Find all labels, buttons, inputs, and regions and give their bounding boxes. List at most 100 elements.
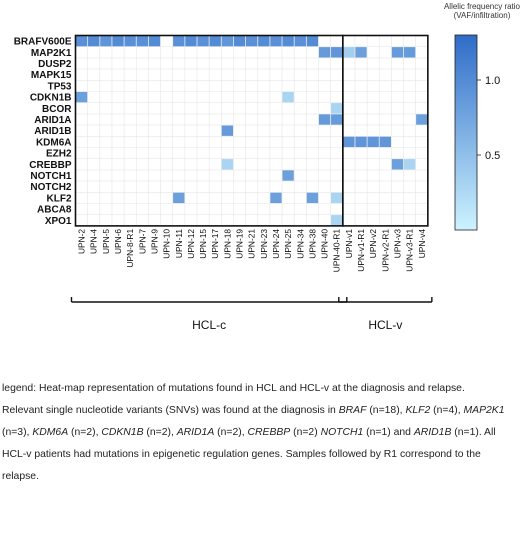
heatmap-cell (88, 35, 100, 47)
sample-labels: UPN-2 UPN-4 UPN-5 UPN-6 UPN-8-R1 UPN-7 UPN-9 UP… (77, 229, 427, 273)
gene-label: CDKN1B (30, 93, 72, 104)
heatmap-cell (306, 192, 319, 204)
sample-label: UPN-40-R1 (332, 229, 342, 273)
caption-gene-count: (n=3), (2, 427, 33, 438)
gene-label: DUSP2 (38, 59, 72, 70)
sample-label: UPN-23 (259, 229, 269, 259)
heatmap-grid (75, 35, 429, 227)
sample-label: UPN-19 (235, 229, 245, 259)
group-label: HCL-c (192, 318, 226, 332)
sample-label: UPN-18 (222, 229, 232, 259)
heatmap-cell (221, 35, 234, 47)
gene-label: CREBBP (29, 160, 72, 171)
caption-legend-line: legend: Heat-map representation of mutat… (2, 383, 465, 394)
heatmap-cell (379, 136, 391, 148)
heatmap-cell (367, 136, 379, 148)
heatmap-cell (173, 35, 185, 47)
caption-gene-name: CDKN1B (101, 427, 144, 438)
gene-label: NOTCH2 (30, 182, 72, 193)
group-frames (74, 34, 429, 227)
heatmap-cell (75, 35, 88, 47)
colorbar: 1.0 0.5 Allelic frequency ratio(VAF/infilt… (444, 2, 520, 231)
heatmap-cell (246, 35, 258, 47)
gene-label: BCOR (42, 104, 72, 115)
sample-label: UPN-v2 (368, 229, 378, 259)
gene-label: XPO1 (45, 216, 72, 227)
sample-label: UPN-4 (89, 229, 99, 254)
sample-label: UPN-21 (247, 229, 257, 259)
heatmap-cell (148, 35, 161, 47)
figure-caption: legend: Heat-map representation of mutat… (2, 378, 518, 488)
caption-gene-count: (n=1). (451, 427, 485, 438)
caption-gene-count: (n=18), (366, 405, 406, 416)
caption-snv-tail: All HCL-v patients had mutations in epig… (2, 427, 496, 482)
colorbar-tick-label: 0.5 (485, 150, 500, 162)
heatmap-cells (75, 35, 428, 226)
heatmap-cell (75, 91, 88, 103)
sample-label: UPN-34 (295, 229, 305, 259)
group-frame (341, 34, 429, 227)
sample-label: UPN-11 (174, 229, 184, 259)
caption-gene-name: ARID1A (176, 427, 215, 438)
sample-label: UPN-38 (307, 229, 317, 259)
gene-label: TP53 (48, 81, 72, 92)
heatmap-cell (403, 47, 416, 58)
heatmap-cell (318, 114, 331, 125)
heatmap-cell (306, 35, 319, 47)
heatmap-cell (403, 159, 416, 170)
heatmap-cell (197, 35, 209, 47)
heatmap-cell (100, 35, 112, 47)
heatmap-chart: BRAFV600EMAP2K1DUSP2MAPK15TP53CDKN1BBCOR… (14, 2, 520, 332)
caption-gene-count: (n=2), (214, 427, 248, 438)
caption-gene-count: (n=1) and (363, 427, 414, 438)
heatmap-cell (331, 47, 343, 58)
heatmap-cell (355, 47, 367, 58)
heatmap-cell (355, 136, 367, 148)
gene-label: NOTCH1 (30, 171, 72, 182)
sample-label: UPN-v3-R1 (405, 229, 415, 272)
gene-label: KDM6A (36, 137, 72, 148)
gene-label: ARID1A (34, 115, 71, 126)
sample-label: UPN-24 (271, 229, 281, 259)
caption-gene-name: NOTCH1 (320, 427, 364, 438)
gene-label: BRAFV600E (14, 37, 72, 48)
caption-snv-paragraph: Relevant single nucleotide variants (SNV… (2, 400, 518, 488)
heatmap-cell (270, 35, 282, 47)
heatmap-cell (173, 192, 185, 204)
sample-label: UPN-7 (137, 229, 147, 254)
heatmap-cell (331, 103, 343, 114)
heatmap-cell (258, 35, 270, 47)
gene-label: ARID1B (34, 126, 71, 137)
caption-gene-count: (n=2) (290, 427, 321, 438)
caption-gene-name: MAP2K1 (463, 405, 505, 416)
caption-gene-count: (n=2), (143, 427, 177, 438)
heatmap-cell (221, 159, 234, 170)
sample-label: UPN-15 (198, 229, 208, 259)
caption-snv-items: BRAF (n=18), KLF2 (n=4), MAP2K1 (n=3), K… (2, 405, 505, 438)
heatmap-cell (185, 35, 197, 47)
caption-gene-name: BRAF (338, 405, 367, 416)
heatmap-cell (343, 136, 355, 148)
colorbar-title: Allelic frequency ratio (444, 2, 520, 11)
sample-label: UPN-17 (210, 229, 220, 259)
colorbar-gradient (454, 34, 478, 231)
caption-gene-name: ARID1B (413, 427, 452, 438)
heatmap-cell (343, 47, 355, 58)
gene-label: MAP2K1 (31, 48, 72, 59)
heatmap-cell (124, 35, 136, 47)
gene-label: MAPK15 (31, 70, 72, 81)
gene-label: EZH2 (46, 149, 72, 160)
heatmap-cell (209, 35, 221, 47)
gene-labels: BRAFV600EMAP2K1DUSP2MAPK15TP53CDKN1BBCOR… (14, 37, 73, 227)
sample-label: UPN-10 (162, 229, 172, 259)
heatmap-cell (318, 47, 331, 58)
heatmap-cell (136, 35, 148, 47)
heatmap-cell (416, 114, 428, 125)
colorbar-title: (VAF/infiltration) (454, 11, 511, 20)
sample-label: UPN-v1 (344, 229, 354, 259)
heatmap-cell (282, 91, 294, 103)
sample-label: UPN-5 (101, 229, 111, 254)
heatmap-cell (391, 47, 404, 58)
group-label: HCL-v (368, 318, 402, 332)
group-brackets: HCL-c HCL-v (70, 297, 433, 332)
